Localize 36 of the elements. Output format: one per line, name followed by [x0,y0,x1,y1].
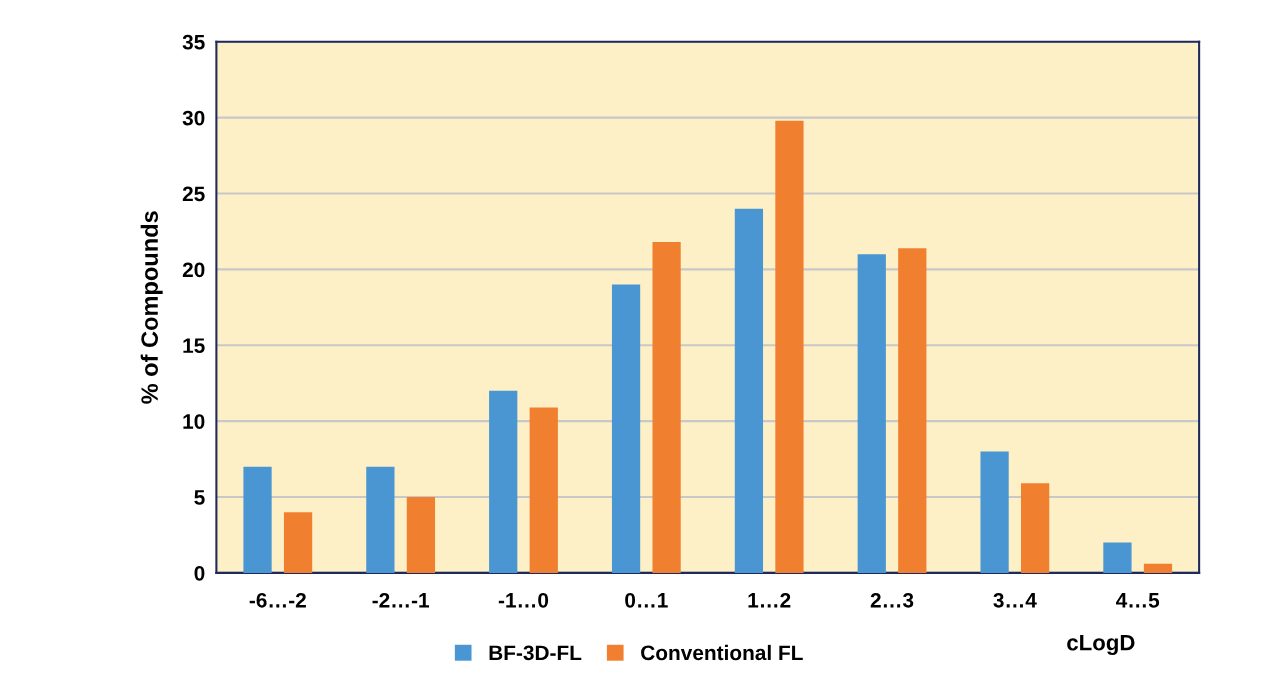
y-tick-label: 30 [182,110,205,126]
bar [529,407,558,573]
bar [980,451,1009,573]
bar [283,512,313,573]
x-tick-label: 2…3 [870,592,914,608]
bar [775,120,804,573]
bar [1021,483,1050,573]
bar [489,390,518,573]
y-tick-label: 10 [183,414,205,429]
x-tick-label: -1…0 [498,592,549,608]
x-tick-label: 4…5 [1116,593,1160,608]
y-tick-label: 35 [182,34,205,50]
bar [857,254,886,573]
y-axis-title: % of Compounds [140,211,163,404]
y-tick-label: 15 [183,338,205,354]
bar [406,497,436,573]
bar [611,284,641,573]
x-axis-title: cLogD [1067,634,1135,655]
bar [1143,563,1173,573]
legend-label: BF-3D-FL [489,645,582,661]
bar [1103,542,1132,573]
bar [243,466,272,573]
y-tick-label: 0 [194,565,205,581]
x-tick-label: 0…1 [625,592,668,608]
y-tick-label: 25 [182,186,205,202]
bar [366,466,395,573]
x-tick-label: 1…2 [748,592,791,608]
y-tick-label: 20 [182,262,205,278]
x-tick-label: -2…-1 [372,592,430,608]
bar [652,242,681,573]
legend-label: Conventional FL [641,644,803,661]
x-tick-label: -6…-2 [249,592,306,608]
x-tick-label: 3…4 [993,592,1037,608]
bar [734,208,764,573]
bar [898,248,927,573]
y-tick-label: 5 [194,490,205,505]
